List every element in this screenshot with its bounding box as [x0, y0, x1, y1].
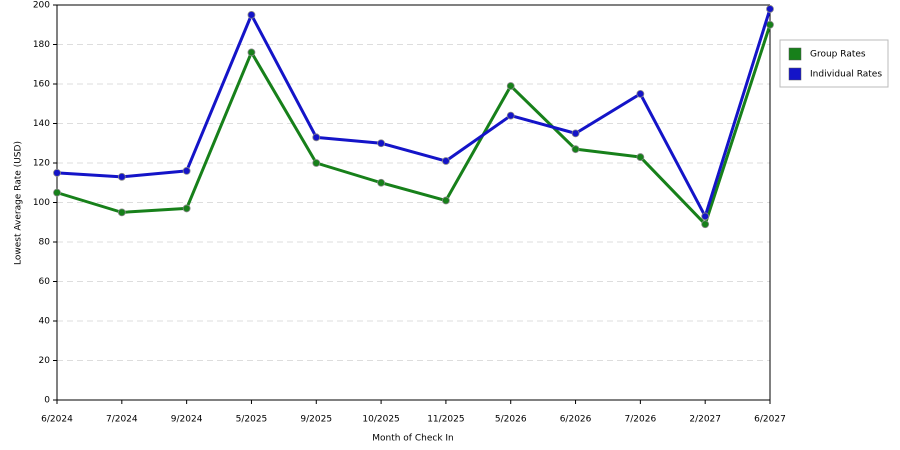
series-line [56, 24, 772, 226]
point [53, 188, 61, 197]
y-tick-label: 0 [44, 396, 50, 406]
point [571, 129, 580, 138]
point [636, 153, 645, 161]
point [247, 48, 256, 57]
point [312, 133, 321, 142]
point [312, 159, 321, 167]
y-tick-label: 100 [33, 198, 50, 208]
x-tick-label: 10/2025 [362, 415, 399, 425]
point [53, 168, 61, 177]
point [766, 5, 774, 13]
x-tick-label: 5/2026 [495, 415, 527, 425]
legend-swatch [788, 47, 802, 61]
point [182, 204, 191, 213]
point [182, 166, 191, 175]
x-axis-title: Month of Check In [372, 434, 454, 444]
point [117, 172, 126, 181]
legend-label: Group Rates [810, 50, 866, 60]
x-tick-label: 7/2026 [625, 415, 657, 425]
y-tick-label: 140 [33, 119, 50, 129]
y-tick-label: 60 [39, 277, 51, 287]
point [377, 178, 385, 187]
point [701, 212, 710, 221]
legend-label: Individual Rates [810, 70, 882, 80]
y-tick-label: 180 [33, 40, 50, 50]
point [636, 89, 645, 98]
y-tick-label: 40 [39, 317, 51, 327]
point [117, 208, 126, 217]
point [247, 10, 256, 19]
x-tick-label: 9/2024 [171, 415, 203, 425]
point [506, 111, 515, 120]
y-tick-label: 120 [33, 159, 50, 169]
x-tick-label: 2/2027 [689, 415, 721, 425]
legend-swatch [788, 67, 802, 81]
point [377, 139, 385, 148]
point [766, 20, 774, 29]
y-axis-title: Lowest Average Rate (USD) [14, 141, 24, 265]
series-line [56, 8, 772, 218]
y-tick-label: 160 [33, 80, 50, 90]
point [571, 145, 580, 154]
point [701, 220, 710, 229]
y-tick-label: 20 [39, 356, 51, 366]
point [442, 196, 450, 205]
y-tick-label: 200 [33, 1, 50, 11]
x-tick-label: 9/2025 [300, 415, 332, 425]
x-tick-label: 7/2024 [106, 415, 138, 425]
x-tick-label: 6/2027 [754, 415, 786, 425]
x-tick-label: 6/2026 [560, 415, 592, 425]
x-tick-label: 5/2025 [236, 415, 268, 425]
x-tick-label: 11/2025 [427, 415, 464, 425]
y-tick-label: 80 [39, 238, 51, 248]
point [442, 157, 450, 165]
point [506, 82, 515, 90]
x-tick-label: 6/2024 [41, 415, 73, 425]
